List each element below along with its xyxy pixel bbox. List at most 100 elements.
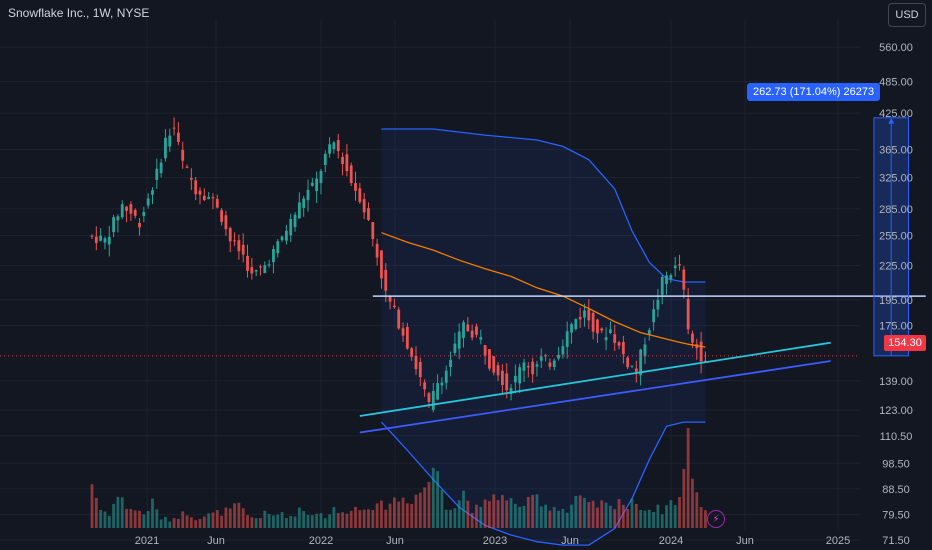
volume-bar xyxy=(341,512,344,528)
volume-bar xyxy=(354,506,357,528)
volume-bar xyxy=(423,487,427,528)
volume-bar xyxy=(401,497,405,528)
candle-body xyxy=(462,322,465,338)
volume-bar xyxy=(652,512,655,528)
volume-bar xyxy=(168,521,172,528)
x-tick-label: Jun xyxy=(736,535,754,547)
candle-body xyxy=(293,214,297,228)
volume-bar xyxy=(522,505,526,528)
volume-bar xyxy=(574,495,578,528)
currency-button[interactable]: USD xyxy=(888,3,926,27)
candle-body xyxy=(699,341,703,362)
candle-body xyxy=(107,236,111,245)
channel-lower-line[interactable] xyxy=(359,360,831,434)
candle-body xyxy=(297,202,301,219)
candle-body xyxy=(315,178,319,192)
candle-body xyxy=(414,355,418,370)
volume-bar xyxy=(358,510,362,528)
volume-bar xyxy=(146,511,150,528)
candle-body xyxy=(496,365,500,376)
volume-bar xyxy=(336,512,340,528)
candle-body xyxy=(116,216,120,221)
candle-body xyxy=(626,357,630,368)
volume-bar xyxy=(496,500,500,528)
candle-body xyxy=(660,276,664,295)
candle-body xyxy=(328,144,331,154)
candle-body xyxy=(704,360,707,362)
volume-bar xyxy=(509,498,513,528)
volume-bar xyxy=(164,516,167,528)
candle-body xyxy=(254,270,258,272)
volume-bar xyxy=(125,508,128,528)
price-range-arrow-head xyxy=(888,117,895,124)
candle-body xyxy=(267,264,271,266)
volume-bar xyxy=(643,510,647,528)
candle-body xyxy=(99,235,103,241)
drawings[interactable] xyxy=(359,117,926,434)
candle-body xyxy=(90,235,94,237)
channel-upper-line[interactable] xyxy=(359,341,831,417)
candle-body xyxy=(215,198,219,208)
volume-bar xyxy=(647,509,651,528)
volume-bar xyxy=(319,513,323,528)
volume-bar xyxy=(557,510,560,528)
volume-bar xyxy=(112,503,115,528)
x-tick-label: 2021 xyxy=(135,535,159,547)
bollinger-upper-line xyxy=(381,128,706,283)
candle-body xyxy=(259,266,262,268)
volume-bar xyxy=(302,511,306,528)
candle-body xyxy=(634,368,638,372)
volume-bar xyxy=(518,506,522,528)
candle-body xyxy=(125,206,128,211)
y-tick-label: 195.00 xyxy=(879,295,913,307)
volume-bar xyxy=(673,505,677,528)
candle-body xyxy=(418,361,422,378)
volume-bar xyxy=(440,489,444,528)
candle-body xyxy=(228,228,232,242)
candle-body xyxy=(686,298,690,330)
candle-body xyxy=(289,218,293,236)
lightning-icon[interactable]: ⚡ xyxy=(707,510,725,528)
volume-bar xyxy=(254,518,258,528)
volume-bar xyxy=(306,514,310,528)
volume-bar xyxy=(189,517,193,528)
axes: 560.00 485.00 425.00 365.00 325.00 285.00 255.… xyxy=(135,42,913,547)
candle-body xyxy=(380,250,383,279)
x-tick-label: Jun xyxy=(386,535,404,547)
candle-body xyxy=(319,170,323,184)
volume-bar xyxy=(583,497,586,528)
volume-bar xyxy=(220,515,223,528)
volume-bar xyxy=(457,500,461,528)
candle-body xyxy=(652,309,655,323)
volume-bar xyxy=(367,509,370,528)
volume-bar xyxy=(548,510,552,528)
volume-bar xyxy=(431,467,435,528)
volume-bar xyxy=(678,497,681,528)
volume-bar xyxy=(129,508,133,528)
volume-bar xyxy=(535,494,539,528)
volume-bar xyxy=(138,510,141,528)
volume-bar xyxy=(362,509,366,528)
chart-title: Snowflake Inc., 1W, NYSE xyxy=(8,6,150,20)
candle-body xyxy=(194,180,198,195)
candle-body xyxy=(427,393,431,402)
volume-bar xyxy=(578,495,582,528)
candle-body xyxy=(345,154,349,172)
last-price-tag: 154.30 xyxy=(884,335,926,351)
candle-body xyxy=(600,328,604,331)
volume-bar xyxy=(289,515,293,528)
candle-body xyxy=(691,333,694,343)
volume-bar xyxy=(704,510,707,528)
candle-body xyxy=(466,324,470,332)
volume-bar xyxy=(505,500,509,528)
measure-label[interactable]: 262.73 (171.04%) 26273 xyxy=(747,83,881,101)
volume-bar xyxy=(552,507,556,528)
candle-body xyxy=(362,199,366,213)
volume-bar xyxy=(686,428,690,528)
volume-bar xyxy=(259,517,262,528)
candle-body xyxy=(241,244,245,255)
candle-body xyxy=(505,373,509,391)
y-tick-label: 88.50 xyxy=(882,484,910,496)
